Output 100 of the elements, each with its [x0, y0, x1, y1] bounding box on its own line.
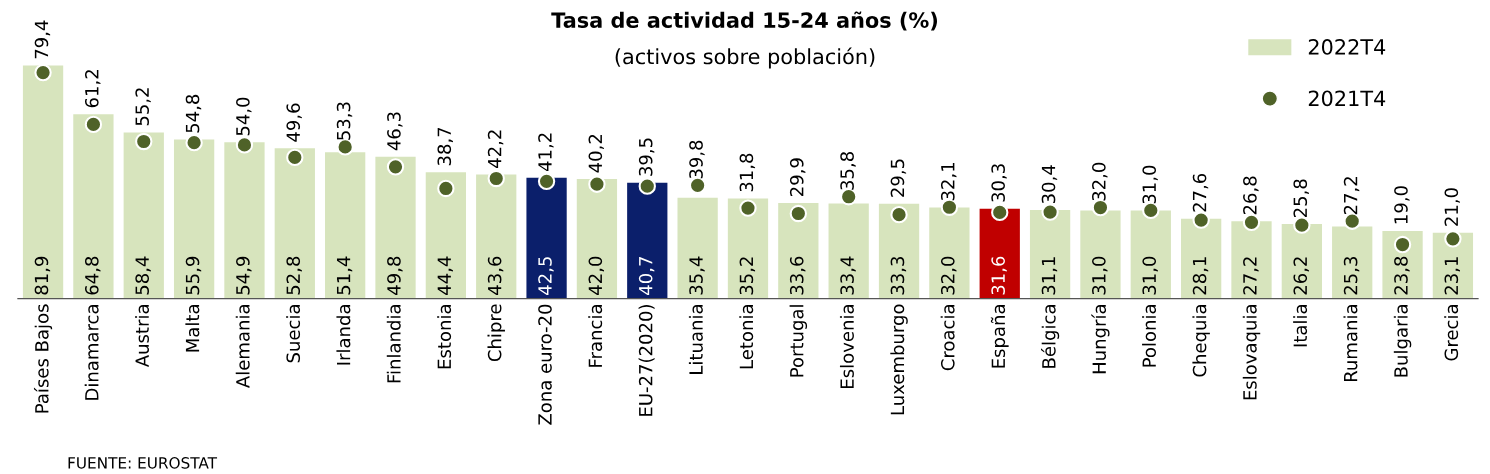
data-label: 42,0: [588, 256, 605, 295]
bar: [123, 132, 164, 299]
data-label: 49,8: [387, 256, 403, 295]
bar: [274, 148, 315, 299]
bar: [1080, 210, 1121, 299]
data-label: 27,2: [1243, 257, 1259, 295]
data-label: 35,8: [840, 152, 856, 190]
x-tick-label: Malta: [185, 305, 200, 352]
data-label: 19,0: [1394, 186, 1410, 224]
x-tick-label: Zona euro-20: [538, 304, 552, 425]
x-tick-label: Lituania: [688, 305, 703, 374]
point: [1041, 203, 1059, 221]
bar: [325, 152, 366, 299]
data-label: 51,4: [336, 256, 353, 295]
data-label: 49,6: [286, 103, 302, 142]
data-label: 26,8: [1243, 176, 1259, 215]
bar: [1382, 230, 1423, 299]
data-label: 43,6: [487, 256, 504, 295]
x-tick-label: Hungría: [1091, 305, 1110, 374]
bar: [1029, 210, 1071, 299]
data-label: 42,2: [487, 130, 504, 168]
data-label: 42,5: [538, 257, 554, 295]
x-tick-label: Irlanda: [336, 305, 351, 365]
bar: [526, 177, 567, 299]
bar: [727, 198, 769, 299]
point: [739, 199, 757, 217]
data-label: 32,0: [940, 256, 957, 295]
bar: [677, 197, 718, 299]
data-label: 61,2: [84, 70, 101, 108]
data-label: 41,2: [538, 133, 554, 172]
data-label: 23,1: [1444, 257, 1460, 295]
x-tick-label: Croacia: [940, 305, 955, 371]
data-label: 31,0: [1142, 165, 1158, 204]
bar: [173, 139, 215, 299]
data-label: 25,8: [1293, 179, 1309, 218]
data-label: 44,4: [437, 256, 453, 295]
bar: [1332, 226, 1373, 299]
data-label: 26,2: [1293, 257, 1309, 295]
bar: [1130, 210, 1171, 299]
bar: [929, 207, 970, 299]
point: [84, 115, 103, 134]
x-tick-label: Países Bajos: [33, 304, 53, 413]
point: [135, 132, 153, 151]
bar: [375, 156, 416, 299]
data-label: 40,7: [638, 257, 655, 295]
x-tick-label: Finlandia: [386, 305, 401, 383]
x-tick-label: Chipre: [487, 304, 505, 362]
data-label: 54,0: [236, 97, 252, 136]
data-label: 33,4: [840, 256, 856, 295]
data-label: 33,6: [789, 256, 806, 295]
x-tick-label: Portugal: [789, 305, 808, 377]
point: [991, 203, 1009, 222]
x-tick-label: Alemania: [235, 305, 250, 388]
bar: [576, 179, 618, 299]
data-label: 32,1: [940, 163, 957, 201]
bar: [1181, 218, 1222, 299]
bar: [878, 203, 920, 299]
legend-label: 2021T4: [1308, 90, 1386, 107]
x-tick-label: Bulgaria: [1393, 305, 1412, 377]
data-label: 58,4: [135, 256, 151, 295]
point: [235, 136, 254, 154]
bar: [778, 202, 819, 299]
x-tick-label: Eslovaquia: [1242, 305, 1261, 400]
data-label: 25,3: [1343, 257, 1360, 295]
point: [1393, 235, 1412, 254]
data-label: 40,2: [588, 134, 605, 173]
x-tick-label: Suecia: [286, 305, 301, 363]
point: [1242, 213, 1261, 232]
x-tick-label: Letonia: [739, 305, 754, 369]
point: [638, 177, 656, 195]
data-label: 46,3: [387, 112, 403, 151]
bar: [476, 174, 517, 299]
data-label: 32,0: [1092, 162, 1108, 201]
x-tick-label: Chequia: [1192, 305, 1210, 377]
data-label: 27,2: [1343, 177, 1360, 215]
data-label: 31,0: [1092, 256, 1108, 295]
data-label: 29,9: [789, 158, 806, 196]
data-label: 29,5: [890, 159, 907, 197]
x-tick-label: Rumania: [1343, 305, 1358, 382]
data-label: 30,4: [1041, 165, 1058, 204]
data-label: 30,3: [991, 164, 1007, 202]
point: [1293, 216, 1311, 234]
data-label: 27,6: [1192, 173, 1209, 212]
point: [789, 204, 808, 223]
point: [386, 158, 405, 176]
data-label: 28,1: [1192, 257, 1209, 295]
bar: [22, 65, 64, 299]
data-label: 35,4: [689, 256, 705, 295]
point: [537, 172, 556, 191]
data-label: 31,6: [991, 256, 1007, 295]
x-tick-label: España: [990, 305, 1009, 368]
point: [840, 188, 858, 206]
point: [588, 175, 606, 193]
x-tick-label: Francia: [588, 305, 603, 367]
point: [437, 179, 455, 198]
data-label: 55,9: [185, 256, 202, 295]
chart-title: Tasa de actividad 15-24 años (%): [551, 11, 938, 31]
x-tick-label: Eslovenia: [839, 305, 854, 388]
point: [34, 63, 52, 82]
point: [1192, 211, 1210, 229]
